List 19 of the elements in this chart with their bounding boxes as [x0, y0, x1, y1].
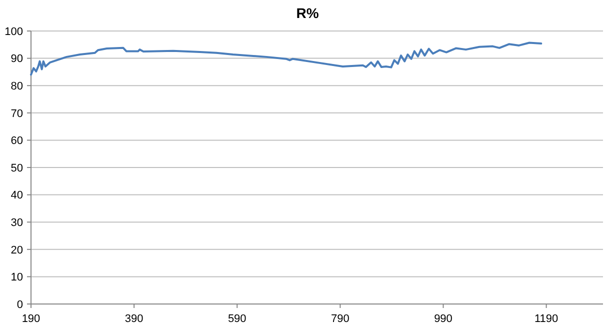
y-tick-label: 30: [10, 216, 23, 229]
x-tick-label: 590: [228, 313, 246, 325]
y-tick-label: 20: [10, 244, 23, 256]
x-tick-label: 190: [22, 313, 40, 325]
line-series: [30, 42, 542, 76]
x-tick-label: 1190: [534, 313, 558, 325]
y-tick-label: 90: [10, 53, 23, 66]
y-tick-label: 100: [4, 26, 23, 38]
x-tick-label: 990: [434, 313, 452, 325]
y-tick-label: 80: [10, 80, 23, 92]
x-tick-label: 790: [331, 313, 350, 325]
y-tick-label: 40: [10, 190, 23, 202]
y-tick-label: 50: [10, 162, 23, 174]
chart-title: R%: [296, 5, 320, 21]
y-tick-label: 70: [10, 108, 23, 120]
y-tick-label: 60: [10, 135, 23, 148]
x-tick-label: 390: [124, 313, 144, 325]
y-tick-label: 10: [10, 272, 23, 284]
y-tick-label: 0: [16, 298, 23, 311]
